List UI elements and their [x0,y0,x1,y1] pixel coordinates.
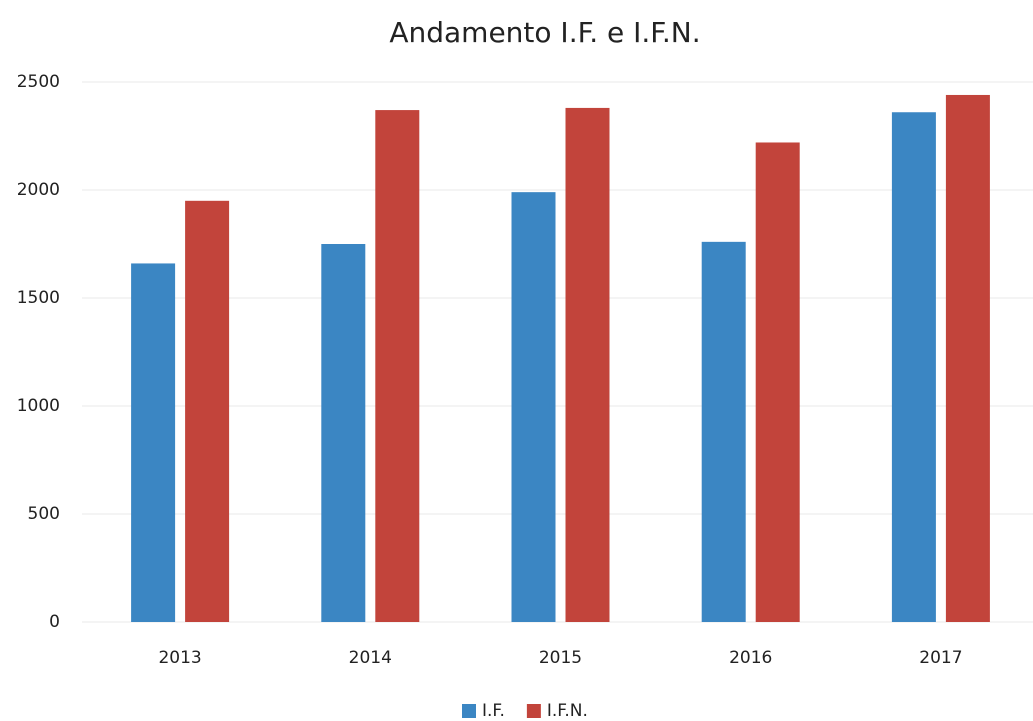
y-tick-label: 1500 [17,288,60,308]
y-tick-label: 500 [28,504,60,524]
x-tick-label: 2015 [539,648,582,668]
y-tick-label: 2500 [17,72,60,92]
bar [131,263,176,622]
y-tick-label: 0 [49,612,60,632]
legend-swatch [526,704,541,718]
bar [185,200,230,623]
bar [701,241,746,622]
legend-label: I.F. [482,701,505,721]
bar [891,112,936,623]
bar [945,94,990,622]
legend-swatch [462,704,476,718]
x-tick-label: 2013 [158,648,201,668]
chart-title: Andamento I.F. e I.F.N. [389,16,700,49]
x-tick-label: 2014 [349,648,392,668]
bar [565,107,610,623]
bar [321,244,366,622]
legend-label: I.F.N. [547,701,588,721]
bar [511,192,556,622]
bar [375,110,420,622]
x-tick-label: 2017 [919,648,962,668]
bar [755,142,800,623]
y-tick-label: 1000 [17,396,60,416]
x-tick-label: 2016 [729,648,772,668]
y-tick-label: 2000 [17,180,60,200]
